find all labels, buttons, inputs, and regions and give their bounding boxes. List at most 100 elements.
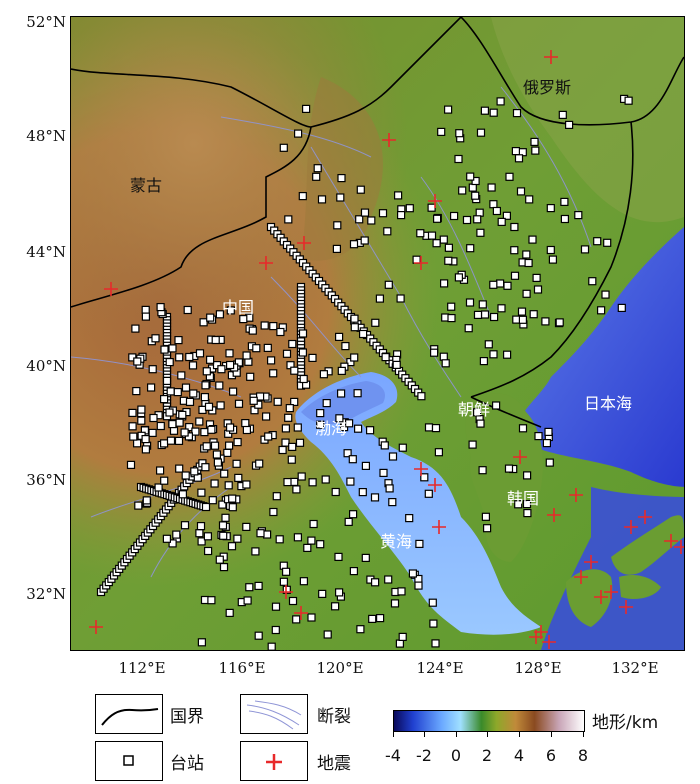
station-marker: [408, 569, 417, 578]
station-marker: [447, 302, 456, 311]
station-marker: [212, 450, 221, 459]
earthquake-marker: [574, 570, 588, 584]
station-marker: [215, 381, 224, 390]
station-marker: [203, 532, 212, 541]
station-marker: [290, 366, 299, 375]
station-marker: [255, 459, 264, 468]
station-square-icon: [123, 755, 134, 766]
station-marker: [226, 423, 235, 432]
station-marker: [154, 483, 163, 492]
legend-border-swatch: [95, 694, 163, 734]
station-marker: [545, 458, 554, 467]
station-marker: [175, 464, 184, 473]
station-marker: [344, 517, 353, 526]
lon-label-120: 120°E: [316, 659, 364, 677]
station-marker: [195, 349, 205, 358]
station-marker: [263, 343, 272, 352]
station-marker: [432, 239, 441, 248]
station-marker: [181, 471, 190, 480]
station-marker: [350, 314, 359, 323]
station-marker: [503, 281, 512, 290]
station-marker: [468, 440, 477, 449]
station-marker: [574, 211, 583, 220]
station-marker: [271, 625, 280, 635]
station-marker: [617, 303, 626, 312]
colorbar-tickmark: [487, 731, 488, 737]
station-marker: [497, 217, 506, 226]
lon-label-124: 124°E: [416, 659, 464, 677]
station-marker: [385, 484, 394, 493]
station-marker: [523, 471, 532, 480]
station-marker: [350, 353, 359, 362]
station-marker: [430, 348, 439, 357]
station-marker: [272, 492, 281, 501]
station-marker: [505, 172, 514, 181]
station-marker: [337, 174, 346, 183]
station-marker: [206, 313, 215, 322]
region-mongolia: 蒙古: [130, 176, 163, 195]
station-marker: [210, 479, 219, 488]
station-marker: [210, 441, 220, 450]
station-marker: [241, 419, 250, 428]
station-marker: [534, 432, 543, 441]
colorbar-tickmark: [551, 731, 552, 737]
sea-of-japan: [515, 227, 684, 487]
station-marker: [197, 488, 206, 497]
station-marker: [480, 310, 490, 319]
earthquake-cross-icon: [266, 754, 282, 770]
station-marker: [128, 422, 137, 431]
station-marker: [172, 530, 181, 539]
station-layer: [96, 94, 633, 650]
station-marker: [133, 357, 142, 366]
station-marker: [593, 237, 602, 246]
region-bohai: 渤海: [315, 419, 348, 438]
station-marker: [546, 204, 555, 213]
station-marker: [292, 485, 301, 494]
station-marker: [132, 387, 141, 396]
station-marker: [360, 236, 369, 245]
station-marker: [496, 97, 505, 106]
station-marker: [455, 129, 464, 138]
station-marker: [141, 305, 150, 314]
station-marker: [293, 533, 302, 542]
earthquake-marker: [664, 534, 678, 548]
station-marker: [555, 318, 564, 327]
colorbar-tick-label: 2: [481, 746, 493, 765]
station-marker: [204, 546, 213, 556]
station-marker: [398, 443, 407, 452]
station-marker: [156, 421, 165, 431]
station-marker: [380, 441, 389, 450]
station-marker: [427, 203, 436, 212]
station-marker: [476, 128, 486, 137]
station-marker: [178, 490, 188, 499]
station-marker: [384, 280, 393, 289]
station-marker: [397, 211, 406, 220]
earthquake-marker: [624, 520, 638, 534]
station-marker: [202, 367, 211, 376]
station-marker: [313, 164, 322, 173]
station-marker: [319, 370, 328, 379]
station-marker: [433, 214, 442, 223]
station-marker: [267, 642, 276, 650]
station-marker: [256, 392, 265, 401]
station-marker: [271, 602, 281, 611]
station-marker: [367, 216, 376, 225]
station-marker: [471, 191, 480, 200]
station-marker: [473, 310, 483, 319]
station-marker: [137, 405, 146, 414]
station-marker: [476, 419, 485, 428]
station-marker: [251, 547, 260, 556]
station-marker: [376, 613, 385, 623]
station-marker: [183, 305, 192, 315]
station-marker: [141, 312, 151, 321]
station-marker: [276, 327, 285, 337]
station-marker: [174, 336, 183, 345]
station-marker: [165, 358, 174, 367]
station-marker: [281, 438, 290, 447]
station-marker: [437, 127, 446, 137]
station-marker: [530, 137, 539, 147]
station-marker: [514, 500, 523, 509]
station-marker: [548, 255, 557, 264]
station-marker: [191, 427, 200, 436]
earthquake-marker: [382, 133, 396, 147]
